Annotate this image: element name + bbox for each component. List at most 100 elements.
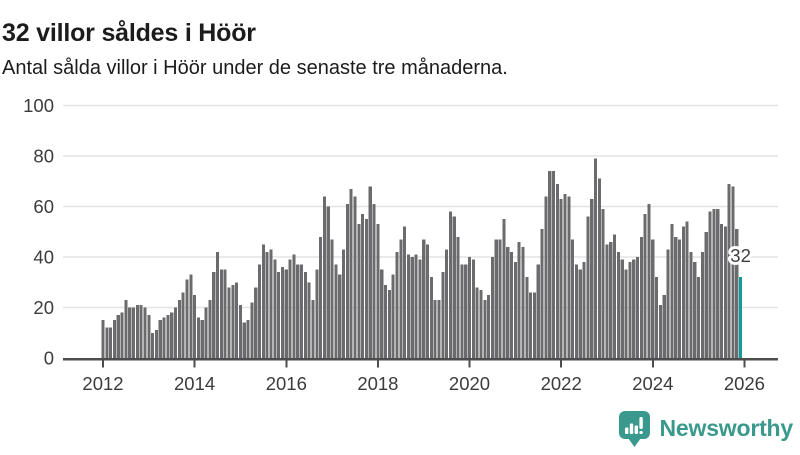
bar bbox=[391, 274, 395, 359]
bar bbox=[609, 241, 613, 358]
bar bbox=[311, 299, 315, 358]
bar bbox=[135, 304, 139, 358]
bar bbox=[124, 299, 128, 358]
chart-subtitle: Antal sålda villor i Höör under de senas… bbox=[2, 57, 508, 79]
bar bbox=[292, 254, 296, 358]
bar bbox=[193, 294, 197, 359]
bar bbox=[620, 259, 624, 358]
bar bbox=[414, 254, 418, 358]
y-tick-label: 0 bbox=[44, 348, 54, 369]
bar bbox=[353, 196, 357, 358]
bar bbox=[422, 239, 426, 358]
bar bbox=[269, 249, 273, 359]
bar bbox=[116, 315, 120, 358]
bar bbox=[372, 203, 376, 358]
bar bbox=[456, 236, 460, 358]
bar bbox=[704, 231, 708, 358]
bar bbox=[613, 234, 617, 358]
bar bbox=[131, 307, 136, 358]
bar bbox=[284, 269, 288, 359]
bar bbox=[387, 289, 391, 358]
brand-name: Newsworthy bbox=[659, 415, 794, 441]
bar bbox=[697, 277, 701, 358]
x-axis-tick bbox=[193, 360, 196, 368]
bar bbox=[200, 320, 204, 359]
bar bbox=[299, 264, 304, 358]
bar bbox=[719, 224, 724, 358]
bar bbox=[601, 209, 605, 358]
bar bbox=[326, 206, 330, 358]
bar bbox=[128, 307, 132, 358]
bar bbox=[574, 264, 578, 358]
bar bbox=[494, 239, 498, 358]
bar bbox=[227, 287, 231, 358]
bar bbox=[242, 322, 246, 358]
bar bbox=[559, 198, 563, 358]
bar bbox=[418, 259, 422, 358]
x-axis-tick bbox=[468, 360, 471, 368]
bar bbox=[261, 244, 265, 359]
bar bbox=[655, 277, 659, 358]
bar bbox=[399, 239, 403, 358]
x-tick-label: 2024 bbox=[632, 373, 673, 394]
bar bbox=[334, 264, 338, 358]
bar bbox=[662, 294, 666, 359]
bar bbox=[498, 239, 502, 358]
y-tick-label: 80 bbox=[33, 146, 54, 167]
bar bbox=[265, 251, 269, 358]
bar bbox=[173, 307, 178, 358]
bar bbox=[257, 264, 262, 358]
bar bbox=[231, 284, 235, 358]
bar bbox=[277, 272, 281, 358]
bar bbox=[361, 214, 365, 358]
x-tick-label: 2020 bbox=[449, 373, 490, 394]
bar bbox=[693, 262, 697, 358]
bar bbox=[544, 196, 548, 358]
bar bbox=[196, 317, 200, 358]
bar bbox=[624, 269, 628, 359]
bar bbox=[441, 272, 445, 358]
bar bbox=[483, 299, 487, 358]
bar bbox=[605, 244, 609, 359]
bar bbox=[567, 196, 571, 358]
bar bbox=[101, 320, 105, 359]
bar bbox=[723, 226, 727, 358]
bar bbox=[204, 307, 208, 358]
bar bbox=[563, 193, 567, 359]
bar bbox=[635, 257, 640, 358]
y-tick-label: 60 bbox=[33, 196, 54, 217]
bar bbox=[487, 294, 491, 359]
bar bbox=[410, 257, 414, 358]
bar bbox=[590, 198, 594, 358]
bar bbox=[685, 221, 689, 358]
bar bbox=[235, 282, 239, 358]
bar bbox=[406, 254, 410, 358]
x-tick-label: 2016 bbox=[266, 373, 307, 394]
bar bbox=[670, 224, 674, 358]
bar bbox=[357, 224, 361, 358]
y-tick-label: 40 bbox=[33, 247, 54, 268]
bar bbox=[368, 186, 372, 358]
x-tick-label: 2012 bbox=[82, 373, 123, 394]
page-title: 32 villor såldes i Höör bbox=[2, 18, 256, 47]
bar bbox=[700, 251, 704, 358]
bar bbox=[532, 292, 536, 358]
bar bbox=[735, 229, 739, 358]
x-axis-line bbox=[63, 358, 778, 361]
bar bbox=[345, 203, 349, 358]
bar bbox=[215, 251, 220, 358]
bar bbox=[376, 224, 380, 358]
bar bbox=[513, 262, 517, 358]
bar bbox=[521, 246, 525, 358]
bar bbox=[105, 327, 109, 358]
bar-highlighted bbox=[739, 277, 743, 358]
bar bbox=[189, 274, 193, 359]
bar bbox=[681, 226, 685, 358]
bar bbox=[571, 239, 575, 358]
bar bbox=[467, 257, 472, 358]
bar bbox=[647, 203, 651, 358]
bar bbox=[315, 269, 319, 359]
bar bbox=[219, 269, 223, 359]
highlight-value-label: 32 bbox=[730, 245, 751, 266]
